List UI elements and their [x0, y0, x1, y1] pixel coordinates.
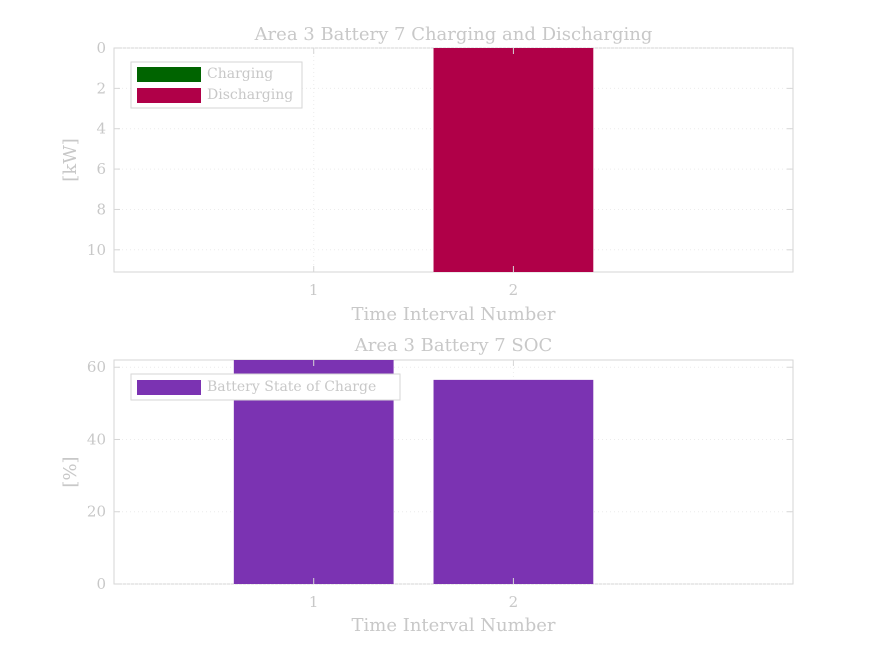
legend-label-charging: Charging — [207, 66, 273, 82]
y-tick-label: 40 — [87, 430, 106, 448]
y-tick-label: 60 — [87, 358, 106, 376]
chart-soc: Area 3 Battery 7 SOC Time Interval Numbe… — [60, 335, 794, 636]
y-tick-label: 2 — [96, 79, 106, 97]
legend-swatch-charging — [137, 67, 201, 82]
x-tick-label: 1 — [309, 281, 319, 299]
y-tick-label: 0 — [96, 39, 106, 57]
bars — [433, 48, 594, 272]
x-axis-label: Time Interval Number — [352, 615, 556, 636]
chart-charging-discharging: Area 3 Battery 7 Charging and Dischargin… — [60, 24, 794, 325]
bar-battery-state-of-charge-2 — [433, 379, 594, 584]
x-tick-label: 2 — [509, 593, 519, 611]
bar-discharging-2 — [433, 48, 594, 272]
y-axis-label: [kW] — [60, 138, 81, 181]
y-tick-label: 6 — [96, 160, 106, 178]
legend: Charging Discharging — [130, 61, 303, 109]
x-tick-label: 2 — [509, 281, 519, 299]
chart-title: Area 3 Battery 7 SOC — [354, 335, 553, 356]
legend-label-soc: Battery State of Charge — [207, 379, 376, 395]
y-tick-label: 0 — [96, 575, 106, 593]
y-tick-label: 8 — [96, 200, 106, 218]
chart-title: Area 3 Battery 7 Charging and Dischargin… — [254, 24, 653, 45]
legend-swatch-soc — [137, 380, 201, 395]
y-tick-label: 4 — [96, 120, 106, 138]
y-tick-label: 20 — [87, 503, 106, 521]
legend-swatch-discharging — [137, 88, 201, 103]
x-axis-label: Time Interval Number — [352, 304, 556, 325]
legend-label-discharging: Discharging — [207, 87, 293, 103]
axis-ticks: 0 20 40 60 1 2 — [87, 358, 793, 611]
y-axis-label: [%] — [60, 456, 81, 487]
y-tick-label: 10 — [87, 241, 106, 259]
x-tick-label: 1 — [309, 593, 319, 611]
legend: Battery State of Charge — [130, 373, 401, 401]
